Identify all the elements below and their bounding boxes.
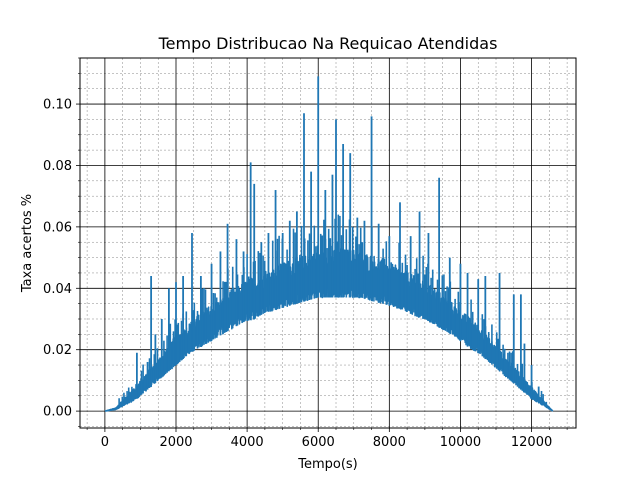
chart-title: Tempo Distribucao Na Requicao Atendidas (158, 34, 498, 53)
x-tick-label: 0 (101, 435, 109, 450)
y-tick-label: 0.08 (43, 159, 72, 174)
major-grid (80, 58, 576, 428)
axes-frame (79, 57, 577, 429)
x-tick-label: 12000 (511, 435, 552, 450)
data-layer (104, 76, 554, 412)
y-tick-label: 0.00 (43, 405, 72, 420)
x-tick-label: 8000 (373, 435, 406, 450)
y-tick-label: 0.06 (43, 220, 72, 235)
y-tick-label: 0.04 (43, 282, 72, 297)
minor-grid (80, 57, 576, 428)
y-tick-label: 0.10 (43, 98, 72, 113)
y-tick-label: 0.02 (43, 343, 72, 358)
x-axis-label: Tempo(s) (297, 457, 358, 472)
plot-area (79, 57, 577, 429)
x-tick-label: 2000 (159, 435, 192, 450)
y-axis-label: Taxa acertos % (20, 194, 35, 293)
x-tick-label: 10000 (440, 435, 481, 450)
ticks: 0 2000 4000 6000 8000 10000 12000 0.00 0.02 0.04 0… (43, 57, 568, 450)
x-tick-label: 6000 (302, 435, 335, 450)
x-tick-label: 4000 (231, 435, 264, 450)
